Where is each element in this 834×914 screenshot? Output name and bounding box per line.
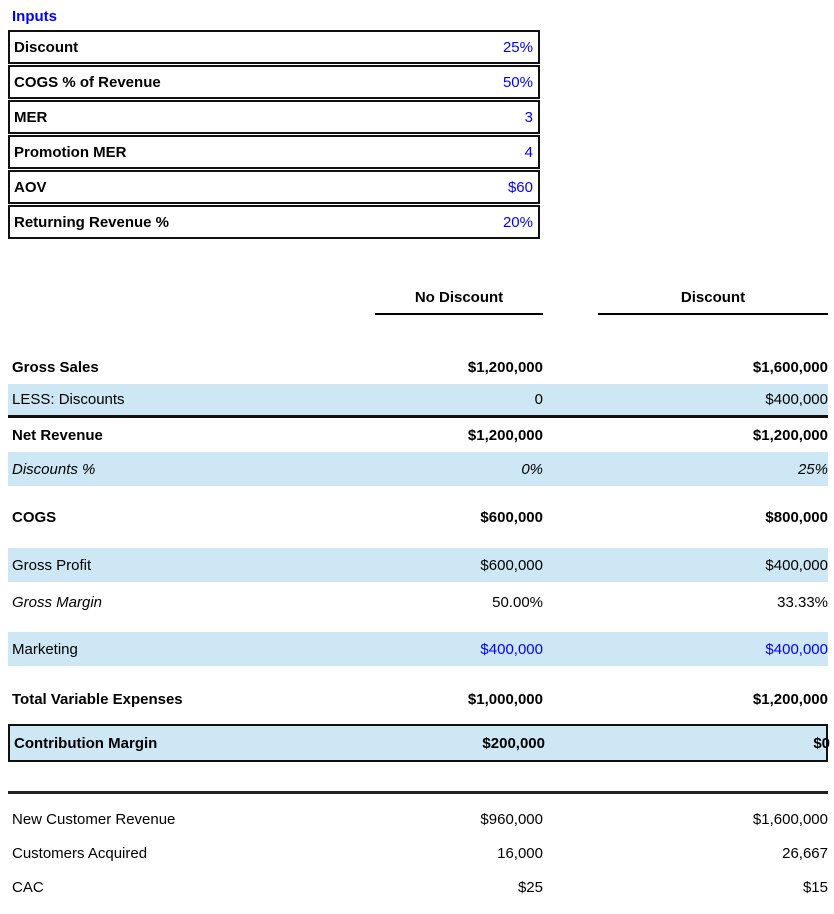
input-row-cogs-pct: COGS % of Revenue 50% (8, 65, 540, 99)
cell-no-discount: 0 (534, 391, 543, 408)
input-row-aov: AOV $60 (8, 170, 540, 204)
cell-no-discount: 0% (521, 460, 543, 478)
input-value-cell[interactable]: 25% (502, 38, 533, 56)
input-value-cell[interactable]: 4 (524, 143, 533, 161)
cell-no-discount: $1,000,000 (467, 690, 543, 708)
cell-no-discount: $960,000 (480, 810, 543, 828)
row-label: Gross Margin (12, 593, 103, 611)
cell-no-discount: $1,200,000 (467, 358, 543, 376)
row-label: Total Variable Expenses (12, 690, 183, 708)
row-label: New Customer Revenue (12, 810, 176, 828)
table-row-net-revenue: Net Revenue $1,200,000 $1,200,000 (8, 418, 828, 452)
input-label: Promotion MER (14, 143, 127, 161)
input-value-cell[interactable]: 20% (502, 213, 533, 231)
table-row-discounts-pct: Discounts % 0% 25% (8, 452, 828, 486)
cell-no-discount: $1,200,000 (467, 426, 543, 444)
input-row-mer: MER 3 (8, 100, 540, 134)
scenario-comparison-table: No Discount Discount Gross Sales $1,200,… (8, 281, 830, 904)
table-row-customers-acquired: Customers Acquired 16,000 26,667 (8, 836, 828, 870)
input-row-discount: Discount 25% (8, 30, 540, 64)
column-header-no-discount: No Discount (375, 289, 543, 315)
cell-discount: $1,200,000 (752, 690, 828, 708)
table-row-gross-sales: Gross Sales $1,200,000 $1,600,000 (8, 350, 828, 384)
inputs-section-title: Inputs (12, 8, 57, 25)
table-row-cogs: COGS $600,000 $800,000 (8, 500, 828, 534)
cell-no-discount: $600,000 (480, 508, 543, 526)
input-label: AOV (14, 178, 47, 196)
table-row-marketing: Marketing $400,000 $400,000 (8, 632, 828, 666)
input-value-cell[interactable]: 3 (524, 108, 533, 126)
input-row-promotion-mer: Promotion MER 4 (8, 135, 540, 169)
table-row-less-discounts: LESS: Discounts 0 $400,000 (8, 384, 828, 418)
column-header-discount: Discount (598, 289, 828, 315)
table-row-gross-margin: Gross Margin 50.00% 33.33% (8, 585, 828, 619)
row-label: Customers Acquired (12, 844, 148, 862)
cell-discount: $0 (813, 734, 830, 752)
cell-no-discount: $600,000 (480, 556, 543, 574)
cell-no-discount: 16,000 (497, 844, 543, 862)
input-label: Returning Revenue % (14, 213, 170, 231)
cell-discount: 33.33% (777, 593, 828, 611)
cell-discount: $1,200,000 (752, 426, 828, 444)
table-row-contribution-margin: Contribution Margin $200,000 $0 (8, 724, 830, 762)
row-label: Discounts % (12, 460, 96, 478)
cell-discount[interactable]: $400,000 (765, 640, 828, 658)
row-label: Gross Profit (12, 556, 92, 574)
cell-discount: $800,000 (765, 508, 828, 526)
cell-no-discount[interactable]: $400,000 (480, 640, 543, 658)
table-header-row: No Discount Discount (8, 281, 828, 315)
cell-no-discount: $200,000 (482, 734, 545, 752)
inputs-table: Discount 25% COGS % of Revenue 50% MER 3… (8, 30, 540, 239)
table-row-cac: CAC $25 $15 (8, 870, 828, 904)
table-row-total-variable-expenses: Total Variable Expenses $1,000,000 $1,20… (8, 682, 828, 716)
table-row-gross-profit: Gross Profit $600,000 $400,000 (8, 548, 828, 582)
input-label: COGS % of Revenue (14, 73, 161, 91)
input-row-returning-revenue: Returning Revenue % 20% (8, 205, 540, 239)
row-label: LESS: Discounts (12, 391, 125, 408)
cell-discount: $15 (802, 878, 828, 896)
row-label: Marketing (12, 640, 78, 658)
row-label: CAC (12, 878, 44, 896)
input-value-cell[interactable]: $60 (507, 178, 533, 196)
cell-discount: $1,600,000 (752, 810, 828, 828)
cell-discount: 25% (797, 460, 828, 478)
cell-no-discount: 50.00% (492, 593, 543, 611)
cell-discount: $400,000 (765, 391, 828, 408)
row-label: Contribution Margin (14, 734, 158, 752)
cell-no-discount: $25 (517, 878, 543, 896)
row-label: COGS (12, 508, 57, 526)
cell-discount: $1,600,000 (752, 358, 828, 376)
input-label: MER (14, 108, 48, 126)
input-value-cell[interactable]: 50% (502, 73, 533, 91)
cell-discount: 26,667 (782, 844, 828, 862)
row-label: Net Revenue (12, 426, 103, 444)
table-row-new-customer-revenue: New Customer Revenue $960,000 $1,600,000 (8, 802, 828, 836)
section-divider-line (8, 791, 828, 794)
row-label: Gross Sales (12, 358, 99, 376)
cell-discount: $400,000 (765, 556, 828, 574)
input-label: Discount (14, 38, 79, 56)
